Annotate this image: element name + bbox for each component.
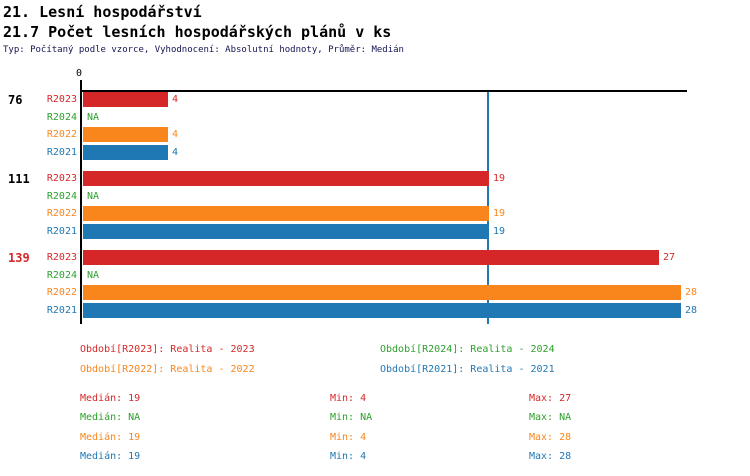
bar-value-label: 19 [493, 173, 506, 184]
y-axis-line [80, 80, 82, 324]
stat-min: Min: 4 [330, 431, 367, 443]
bar-row-label: R2024 [46, 112, 77, 123]
bar-row-label: R2021 [46, 147, 77, 158]
stat-median: Medián: NA [80, 412, 141, 424]
x-axis-tick-zero: 0 [76, 68, 83, 79]
bar [83, 285, 681, 300]
page-title: 21. Lesní hospodářství [3, 3, 202, 21]
bar-row-label: R2023 [46, 173, 77, 184]
group-label: 111 [8, 172, 30, 186]
group-label: 76 [8, 93, 23, 107]
stat-max: Max: NA [529, 412, 572, 424]
bar [83, 145, 168, 160]
legend-item: Období[R2024]: Realita - 2024 [380, 344, 555, 355]
bar [83, 127, 168, 142]
stat-max: Max: 27 [529, 393, 572, 404]
bar [83, 250, 659, 265]
stat-median: Medián: 19 [80, 451, 141, 463]
legend-item: Období[R2022]: Realita - 2022 [80, 363, 255, 375]
bar-value-label: 28 [685, 305, 698, 316]
bar-value-label: 4 [172, 147, 179, 158]
stat-median: Medián: 19 [80, 431, 141, 443]
na-label: NA [87, 191, 100, 202]
bar [83, 303, 681, 318]
bar-value-label: 4 [172, 94, 179, 105]
bar [83, 92, 168, 107]
stat-max: Max: 28 [529, 431, 572, 443]
bar-row-label: R2021 [46, 305, 77, 316]
bar [83, 224, 489, 239]
legend-item: Období[R2023]: Realita - 2023 [80, 344, 255, 355]
bar-row-label: R2021 [46, 226, 77, 237]
bar-row-label: R2023 [46, 94, 77, 105]
bar-value-label: 4 [172, 129, 179, 140]
bar [83, 206, 489, 221]
chart-title: 21.7 Počet lesních hospodářských plánů v… [3, 23, 392, 41]
na-label: NA [87, 270, 100, 281]
stat-min: Min: NA [330, 412, 373, 424]
x-axis-line [80, 90, 687, 92]
group-label: 139 [8, 251, 30, 265]
bar-row-label: R2024 [46, 191, 77, 202]
na-label: NA [87, 112, 100, 123]
stat-min: Min: 4 [330, 451, 367, 463]
bar-value-label: 19 [493, 226, 506, 237]
stat-max: Max: 28 [529, 451, 572, 463]
bar-row-label: R2022 [46, 208, 77, 219]
bar-row-label: R2022 [46, 129, 77, 140]
bar-row-label: R2023 [46, 252, 77, 263]
bar-value-label: 19 [493, 208, 506, 219]
legend-item: Období[R2021]: Realita - 2021 [380, 363, 555, 375]
stat-median: Medián: 19 [80, 393, 141, 404]
bar-value-label: 27 [663, 252, 676, 263]
bar-row-label: R2022 [46, 287, 77, 298]
bar [83, 171, 489, 186]
bar-value-label: 28 [685, 287, 698, 298]
stat-min: Min: 4 [330, 393, 367, 404]
chart-meta-line: Typ: Počítaný podle vzorce, Vyhodnocení:… [3, 45, 404, 55]
bar-row-label: R2024 [46, 270, 77, 281]
